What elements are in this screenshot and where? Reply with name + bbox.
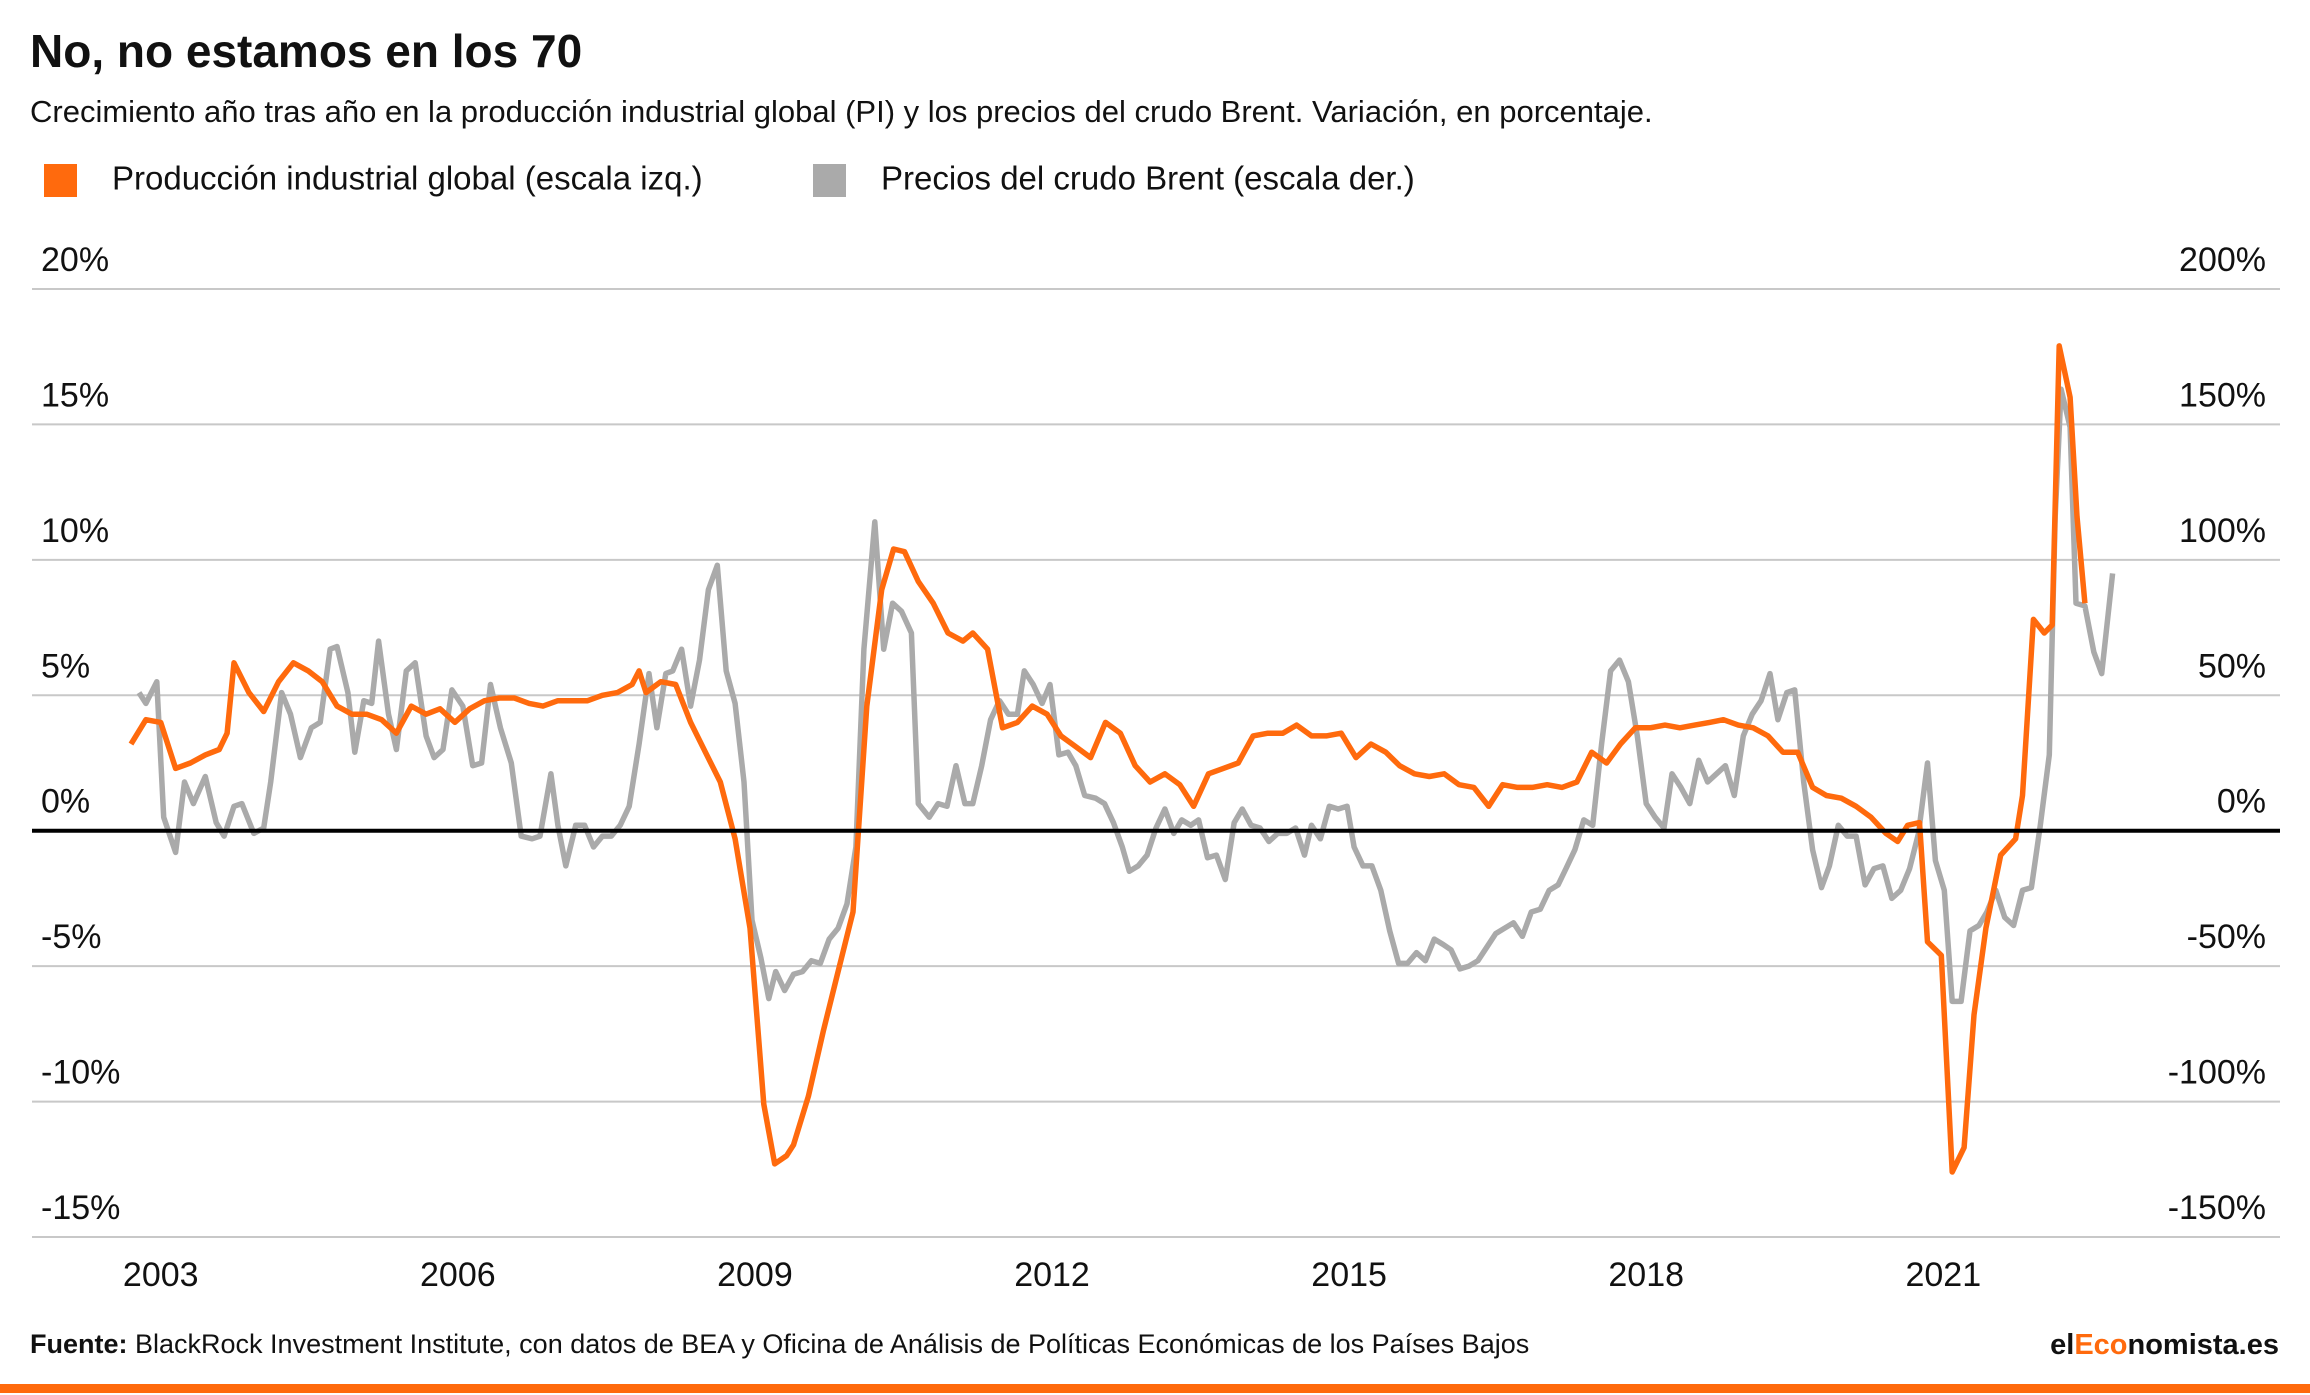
y-tick-label: -10% bbox=[41, 1054, 120, 1092]
source-label: Fuente: bbox=[30, 1329, 128, 1359]
x-tick-label: 2021 bbox=[1905, 1256, 1981, 1294]
brand-part: Eco bbox=[2074, 1329, 2127, 1361]
brand-part: nomista.es bbox=[2128, 1329, 2280, 1361]
brand-part: el bbox=[2050, 1329, 2074, 1361]
x-tick-label: 2006 bbox=[420, 1256, 496, 1294]
chart-title: No, no estamos en los 70 bbox=[30, 25, 582, 77]
y2-tick-label: 100% bbox=[2179, 512, 2266, 550]
x-tick-label: 2012 bbox=[1014, 1256, 1090, 1294]
chart-subtitle: Crecimiento año tras año en la producció… bbox=[30, 94, 1653, 129]
y-tick-label: -15% bbox=[41, 1189, 120, 1227]
y-tick-label: 0% bbox=[41, 783, 90, 821]
series-line bbox=[136, 386, 2116, 1005]
x-tick-label: 2009 bbox=[717, 1256, 793, 1294]
source-note: Fuente: BlackRock Investment Institute, … bbox=[30, 1329, 1529, 1359]
y-tick-label: 20% bbox=[41, 241, 109, 279]
y2-tick-label: 0% bbox=[2217, 783, 2266, 821]
y2-tick-label: -100% bbox=[2168, 1054, 2266, 1092]
x-tick-label: 2015 bbox=[1311, 1256, 1387, 1294]
legend-label: Precios del crudo Brent (escala der.) bbox=[881, 160, 1415, 197]
legend-swatch bbox=[813, 164, 846, 197]
x-tick-label: 2018 bbox=[1608, 1256, 1684, 1294]
y2-tick-label: 150% bbox=[2179, 376, 2266, 414]
y-tick-label: 15% bbox=[41, 376, 109, 414]
y-tick-label: -5% bbox=[41, 918, 101, 956]
legend-swatch bbox=[44, 164, 77, 197]
brand-logo: elEconomista.es bbox=[2050, 1329, 2279, 1361]
y-tick-label: 5% bbox=[41, 647, 90, 685]
y2-tick-label: 50% bbox=[2198, 647, 2266, 685]
legend-label: Producción industrial global (escala izq… bbox=[112, 160, 703, 197]
source-text: BlackRock Investment Institute, con dato… bbox=[135, 1329, 1529, 1359]
x-tick-label: 2003 bbox=[123, 1256, 199, 1294]
y2-tick-label: 200% bbox=[2179, 241, 2266, 279]
y2-tick-label: -50% bbox=[2187, 918, 2266, 956]
y2-tick-label: -150% bbox=[2168, 1189, 2266, 1227]
series-line bbox=[128, 343, 2088, 1175]
footer-rule bbox=[0, 1384, 2310, 1393]
y-tick-label: 10% bbox=[41, 512, 109, 550]
